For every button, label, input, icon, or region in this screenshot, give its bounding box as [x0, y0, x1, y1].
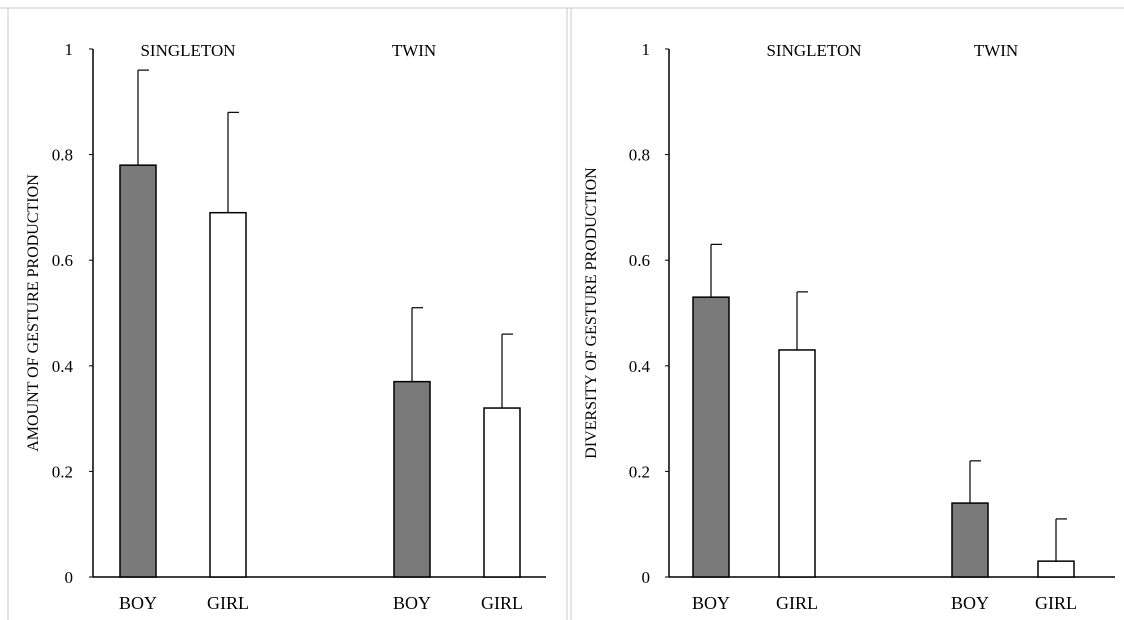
- bar-boy: [393, 380, 431, 578]
- bar-girl: [1037, 560, 1075, 578]
- bar-boy: [119, 164, 157, 578]
- group-label: TWIN: [392, 41, 436, 60]
- y-tick-label: 1: [642, 40, 651, 59]
- y-tick-label: 0.2: [629, 462, 650, 481]
- y-tick-label: 0.6: [52, 251, 73, 270]
- diversity-chart-panel: DIVERSITY OF GESTURE PRODUCTION 0 0.2 0.4 0.…: [583, 40, 1115, 613]
- x-category-label: BOY: [692, 593, 730, 613]
- bar-girl: [209, 211, 247, 578]
- panel-frames: [0, 7, 1124, 620]
- x-category-label: BOY: [393, 593, 431, 613]
- group-label: TWIN: [974, 41, 1018, 60]
- group-label: SINGLETON: [766, 41, 861, 60]
- x-category-label: BOY: [951, 593, 989, 613]
- y-tick-label: 0.6: [629, 251, 650, 270]
- y-tick-label: 0: [65, 568, 74, 587]
- y-tick-label: 1: [65, 40, 74, 59]
- y-tick-label: 0.4: [52, 357, 74, 376]
- x-category-label: BOY: [119, 593, 157, 613]
- y-tick-label: 0.4: [629, 357, 651, 376]
- y-tick-label: 0.8: [52, 146, 73, 165]
- x-category-label: GIRL: [776, 593, 818, 613]
- group-label: SINGLETON: [140, 41, 235, 60]
- bar-girl: [778, 349, 816, 578]
- bar-boy: [951, 502, 989, 578]
- y-tick-label: 0.8: [629, 146, 650, 165]
- x-category-label: GIRL: [1035, 593, 1077, 613]
- bar-girl: [483, 407, 521, 578]
- bar-boy: [692, 296, 730, 578]
- x-category-label: GIRL: [207, 593, 249, 613]
- amount-chart-panel: AMOUNT OF GESTURE PRODUCTION 0 0.2 0.4 0.6 0.…: [25, 40, 546, 613]
- y-axis-label: AMOUNT OF GESTURE PRODUCTION: [25, 174, 42, 452]
- y-axis-label: DIVERSITY OF GESTURE PRODUCTION: [583, 167, 600, 459]
- y-tick-label: 0.2: [52, 462, 73, 481]
- y-tick-label: 0: [642, 568, 651, 587]
- x-category-label: GIRL: [481, 593, 523, 613]
